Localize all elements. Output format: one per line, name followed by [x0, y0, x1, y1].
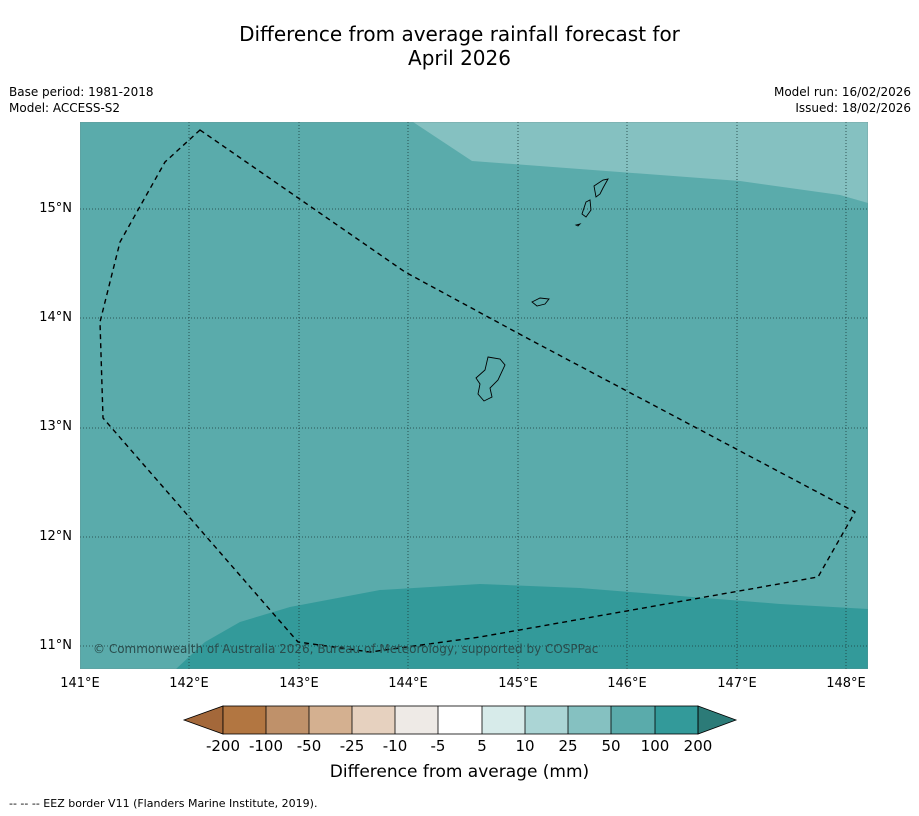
- title-line-1: Difference from average rainfall forecas…: [239, 22, 680, 46]
- island-tinian: [581, 199, 592, 218]
- rainfall-map: [80, 122, 868, 669]
- colorbar-bin-1: [223, 706, 266, 734]
- colorbar-label: -5: [430, 737, 446, 755]
- colorbar-label: -200: [205, 737, 241, 755]
- colorbar-bin-8: [525, 706, 568, 734]
- island-rota: [531, 297, 550, 307]
- lon-tick-144e: 144°E: [388, 676, 428, 691]
- colorbar-label: 25: [558, 737, 578, 755]
- meta-right: Model run: 16/02/2026 Issued: 18/02/2026: [774, 84, 911, 116]
- colorbar-bin-4: [352, 706, 395, 734]
- colorbar-bin-5: [395, 706, 438, 734]
- map-title: Difference from average rainfall forecas…: [0, 22, 919, 70]
- colorbar-label: -100: [248, 737, 284, 755]
- region-25-50: [413, 122, 868, 203]
- colorbar-bin-7: [482, 706, 525, 734]
- colorbar-label: 10: [515, 737, 535, 755]
- colorbar-label: 50: [601, 737, 621, 755]
- colorbar-label: -25: [339, 737, 365, 755]
- colorbar-extend-low: [182, 705, 224, 735]
- model-name: Model: ACCESS-S2: [9, 101, 121, 115]
- issued-date: Issued: 18/02/2026: [795, 101, 911, 115]
- colorbar-label: -10: [382, 737, 408, 755]
- island-saipan: [593, 178, 609, 198]
- lon-tick-143e: 143°E: [279, 676, 319, 691]
- lat-tick-11n: 11°N: [39, 638, 72, 653]
- colorbar-label: 5: [477, 737, 487, 755]
- lon-tick-147e: 147°E: [717, 676, 757, 691]
- colorbar-label: 200: [683, 737, 713, 755]
- island-guam: [475, 356, 506, 402]
- copyright-notice: © Commonwealth of Australia 2026, Bureau…: [93, 642, 599, 656]
- islands: [475, 178, 609, 402]
- colorbar-title: Difference from average (mm): [329, 762, 590, 782]
- colorbar-bin-11: [655, 706, 698, 734]
- colorbar: [182, 705, 738, 735]
- lat-tick-15n: 15°N: [39, 201, 72, 216]
- lat-tick-12n: 12°N: [39, 529, 72, 544]
- colorbar-bin-2: [266, 706, 309, 734]
- lat-tick-13n: 13°N: [39, 419, 72, 434]
- lat-tick-14n: 14°N: [39, 310, 72, 325]
- eez-border: [99, 129, 856, 653]
- colorbar-label: 100: [640, 737, 670, 755]
- lon-tick-146e: 146°E: [607, 676, 647, 691]
- colorbar-bin-6: [438, 706, 482, 734]
- colorbar-outline: [222, 705, 699, 735]
- colorbar-bin-3: [309, 706, 352, 734]
- colorbar-bin-10: [611, 706, 655, 734]
- base-period: Base period: 1981-2018: [9, 85, 154, 99]
- graticule: [80, 122, 868, 669]
- lon-tick-142e: 142°E: [169, 676, 209, 691]
- colorbar-bin-9: [568, 706, 611, 734]
- colorbar-label: -50: [296, 737, 322, 755]
- region-100-200: [176, 584, 868, 669]
- title-line-2: April 2026: [408, 46, 511, 70]
- lon-tick-145e: 145°E: [498, 676, 538, 691]
- eez-footnote: -- -- -- EEZ border V11 (Flanders Marine…: [9, 797, 318, 810]
- lon-tick-148e: 148°E: [826, 676, 866, 691]
- colorbar-extend-high: [697, 705, 738, 735]
- model-run: Model run: 16/02/2026: [773, 85, 911, 99]
- island-aguijan: [574, 223, 582, 227]
- lon-tick-141e: 141°E: [60, 676, 100, 691]
- colorbar-dividers: [265, 706, 656, 734]
- meta-left: Base period: 1981-2018 Model: ACCESS-S2: [9, 84, 154, 116]
